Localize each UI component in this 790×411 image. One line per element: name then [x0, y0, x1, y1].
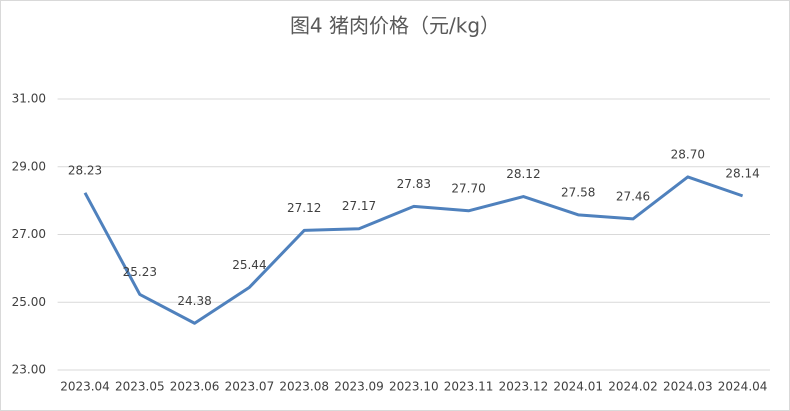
data-label: 28.14 — [725, 166, 759, 180]
x-tick-label: 2023.05 — [115, 380, 165, 394]
data-label: 27.17 — [342, 199, 376, 213]
x-tick-label: 2024.01 — [553, 380, 603, 394]
y-tick-label: 23.00 — [12, 363, 46, 377]
y-tick-label: 29.00 — [12, 159, 46, 173]
data-label: 27.83 — [397, 177, 431, 191]
y-tick-label: 25.00 — [12, 295, 46, 309]
x-tick-label: 2023.09 — [334, 380, 384, 394]
y-tick-label: 27.00 — [12, 227, 46, 241]
x-tick-label: 2023.12 — [499, 380, 549, 394]
x-tick-label: 2024.04 — [718, 380, 768, 394]
data-label: 27.70 — [451, 181, 485, 195]
data-label: 28.70 — [671, 147, 705, 161]
data-label: 28.23 — [68, 163, 102, 177]
series-line — [83, 175, 744, 325]
x-tick-label: 2023.04 — [60, 380, 110, 394]
data-label: 25.44 — [232, 258, 266, 272]
chart-title: 图4 猪肉价格（元/kg） — [290, 14, 500, 38]
x-tick-label: 2024.03 — [663, 380, 713, 394]
data-label: 27.46 — [616, 189, 650, 203]
data-label: 27.58 — [561, 185, 595, 199]
x-tick-label: 2023.07 — [225, 380, 275, 394]
x-tick-label: 2023.08 — [279, 380, 329, 394]
x-tick-label: 2023.10 — [389, 380, 439, 394]
x-tick-label: 2023.11 — [444, 380, 494, 394]
x-tick-label: 2023.06 — [170, 380, 220, 394]
data-label: 25.23 — [123, 265, 157, 279]
data-label: 24.38 — [177, 294, 211, 308]
y-tick-label: 31.00 — [12, 92, 46, 106]
data-label: 28.12 — [506, 167, 540, 181]
x-tick-label: 2024.02 — [608, 380, 658, 394]
data-label: 27.12 — [287, 201, 321, 215]
